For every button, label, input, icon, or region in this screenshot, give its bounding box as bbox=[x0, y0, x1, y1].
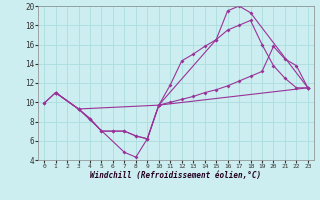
X-axis label: Windchill (Refroidissement éolien,°C): Windchill (Refroidissement éolien,°C) bbox=[91, 171, 261, 180]
